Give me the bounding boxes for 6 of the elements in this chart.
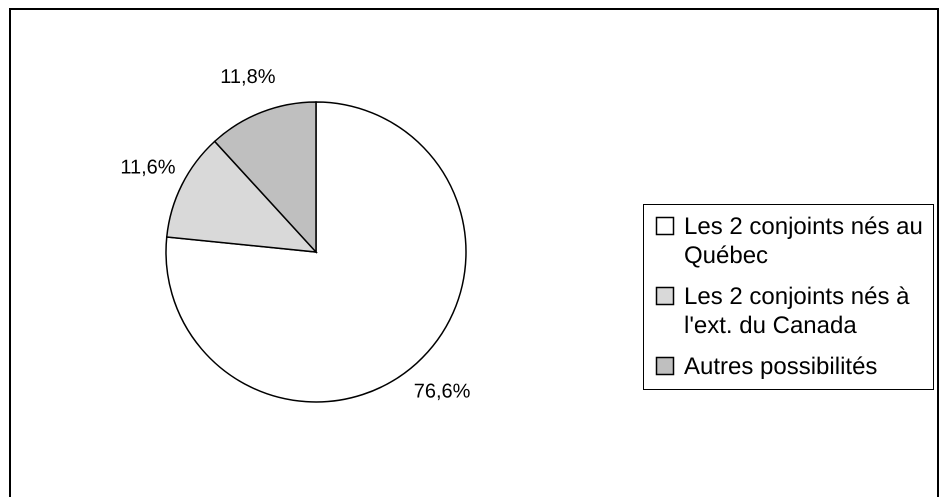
legend-label: Les 2 conjoints nés à l'ext. du Canada [684, 283, 910, 339]
data-label: 11,8% [220, 66, 276, 88]
legend-label: Les 2 conjoints nés au Québec [684, 213, 923, 269]
data-label: 76,6% [414, 380, 471, 402]
legend-label: Autres possibilités [684, 353, 878, 380]
data-label: 11,6% [120, 156, 176, 179]
